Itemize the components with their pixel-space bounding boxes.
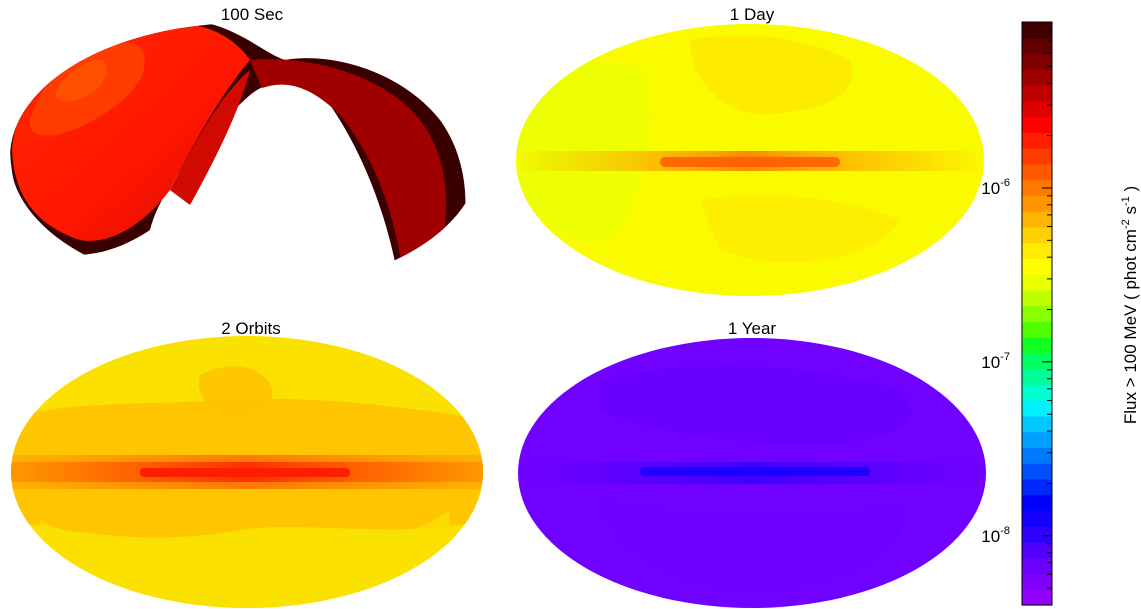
colorbar-segment xyxy=(1022,352,1052,370)
panel-1day: 1 Day xyxy=(516,5,984,296)
colorbar-segment xyxy=(1022,526,1052,543)
colorbar-segment xyxy=(1022,463,1052,480)
galactic-core-1day xyxy=(660,157,840,167)
colorbar-segment xyxy=(1022,148,1052,165)
patch-amber2-1day xyxy=(700,195,900,263)
colorbar-segment xyxy=(1022,100,1052,118)
colorbar-segment xyxy=(1022,510,1052,527)
colorbar: 10-6 10-7 10-8 Flux > 100 MeV ( phot cm-2 … xyxy=(981,21,1140,606)
colorbar-ticks xyxy=(1042,21,1052,606)
colorbar-segment xyxy=(1022,557,1052,575)
colorbar-segment xyxy=(1022,541,1052,559)
panel-2orbits: 2 Orbits xyxy=(11,319,483,608)
colorbar-segment xyxy=(1022,69,1052,86)
colorbar-segment xyxy=(1022,431,1052,449)
colorbar-tick-label: 10-8 xyxy=(981,525,1010,546)
colorbar-segment xyxy=(1022,85,1052,102)
colorbar-segment xyxy=(1022,337,1052,354)
panel-title-1year: 1 Year xyxy=(728,319,777,338)
colorbar-title: Flux > 100 MeV ( phot cm-2 s-1 ) xyxy=(1120,186,1140,424)
panel-title-1day: 1 Day xyxy=(730,5,775,24)
colorbar-segment xyxy=(1022,226,1052,244)
colorbar-tick-label: 10-6 xyxy=(981,177,1010,198)
colorbar-segment xyxy=(1022,447,1052,464)
colorbar-segment xyxy=(1022,242,1052,259)
galactic-core-2orbits xyxy=(140,468,350,477)
colorbar-segment xyxy=(1022,494,1052,512)
colorbar-segment xyxy=(1022,305,1052,322)
colorbar-segment xyxy=(1022,321,1052,338)
colorbar-segment xyxy=(1022,478,1052,496)
panel-1year: 1 Year xyxy=(518,319,986,608)
colorbar-segment xyxy=(1022,179,1052,196)
panel-100sec: 100 Sec xyxy=(10,5,466,291)
patch2-1year xyxy=(600,500,904,590)
colorbar-segment xyxy=(1022,258,1052,275)
colorbar-segment xyxy=(1022,116,1052,133)
colorbar-segment xyxy=(1022,400,1052,417)
colorbar-segment xyxy=(1022,22,1052,39)
arc-shade-band xyxy=(250,59,447,291)
colorbar-segment xyxy=(1022,53,1052,70)
patch-1year xyxy=(600,366,912,445)
colorbar-segment xyxy=(1022,573,1052,590)
patch-amber2-2orbits xyxy=(198,366,273,415)
galactic-core-1year xyxy=(640,467,870,476)
patch-lower-2orbits xyxy=(40,510,450,608)
colorbar-segment xyxy=(1022,368,1052,386)
colorbar-segment xyxy=(1022,211,1052,228)
colorbar-segment xyxy=(1022,384,1052,401)
panel-title-100sec: 100 Sec xyxy=(221,5,284,24)
panel-title-2orbits: 2 Orbits xyxy=(221,319,281,338)
colorbar-tick-labels: 10-6 10-7 10-8 xyxy=(981,177,1010,546)
colorbar-segment xyxy=(1022,274,1052,291)
colorbar-gradient xyxy=(1022,22,1052,606)
colorbar-segment xyxy=(1022,37,1052,55)
colorbar-segment xyxy=(1022,132,1052,149)
patch-amber-1day xyxy=(690,35,852,115)
colorbar-segment xyxy=(1022,415,1052,433)
colorbar-frame xyxy=(1021,21,1053,606)
arc-core xyxy=(55,60,107,102)
colorbar-segment xyxy=(1022,163,1052,181)
colorbar-segment xyxy=(1022,589,1052,606)
colorbar-segment xyxy=(1022,195,1052,212)
arc-mid-band xyxy=(170,70,250,205)
colorbar-segment xyxy=(1022,289,1052,307)
colorbar-tick-label: 10-7 xyxy=(981,351,1010,372)
